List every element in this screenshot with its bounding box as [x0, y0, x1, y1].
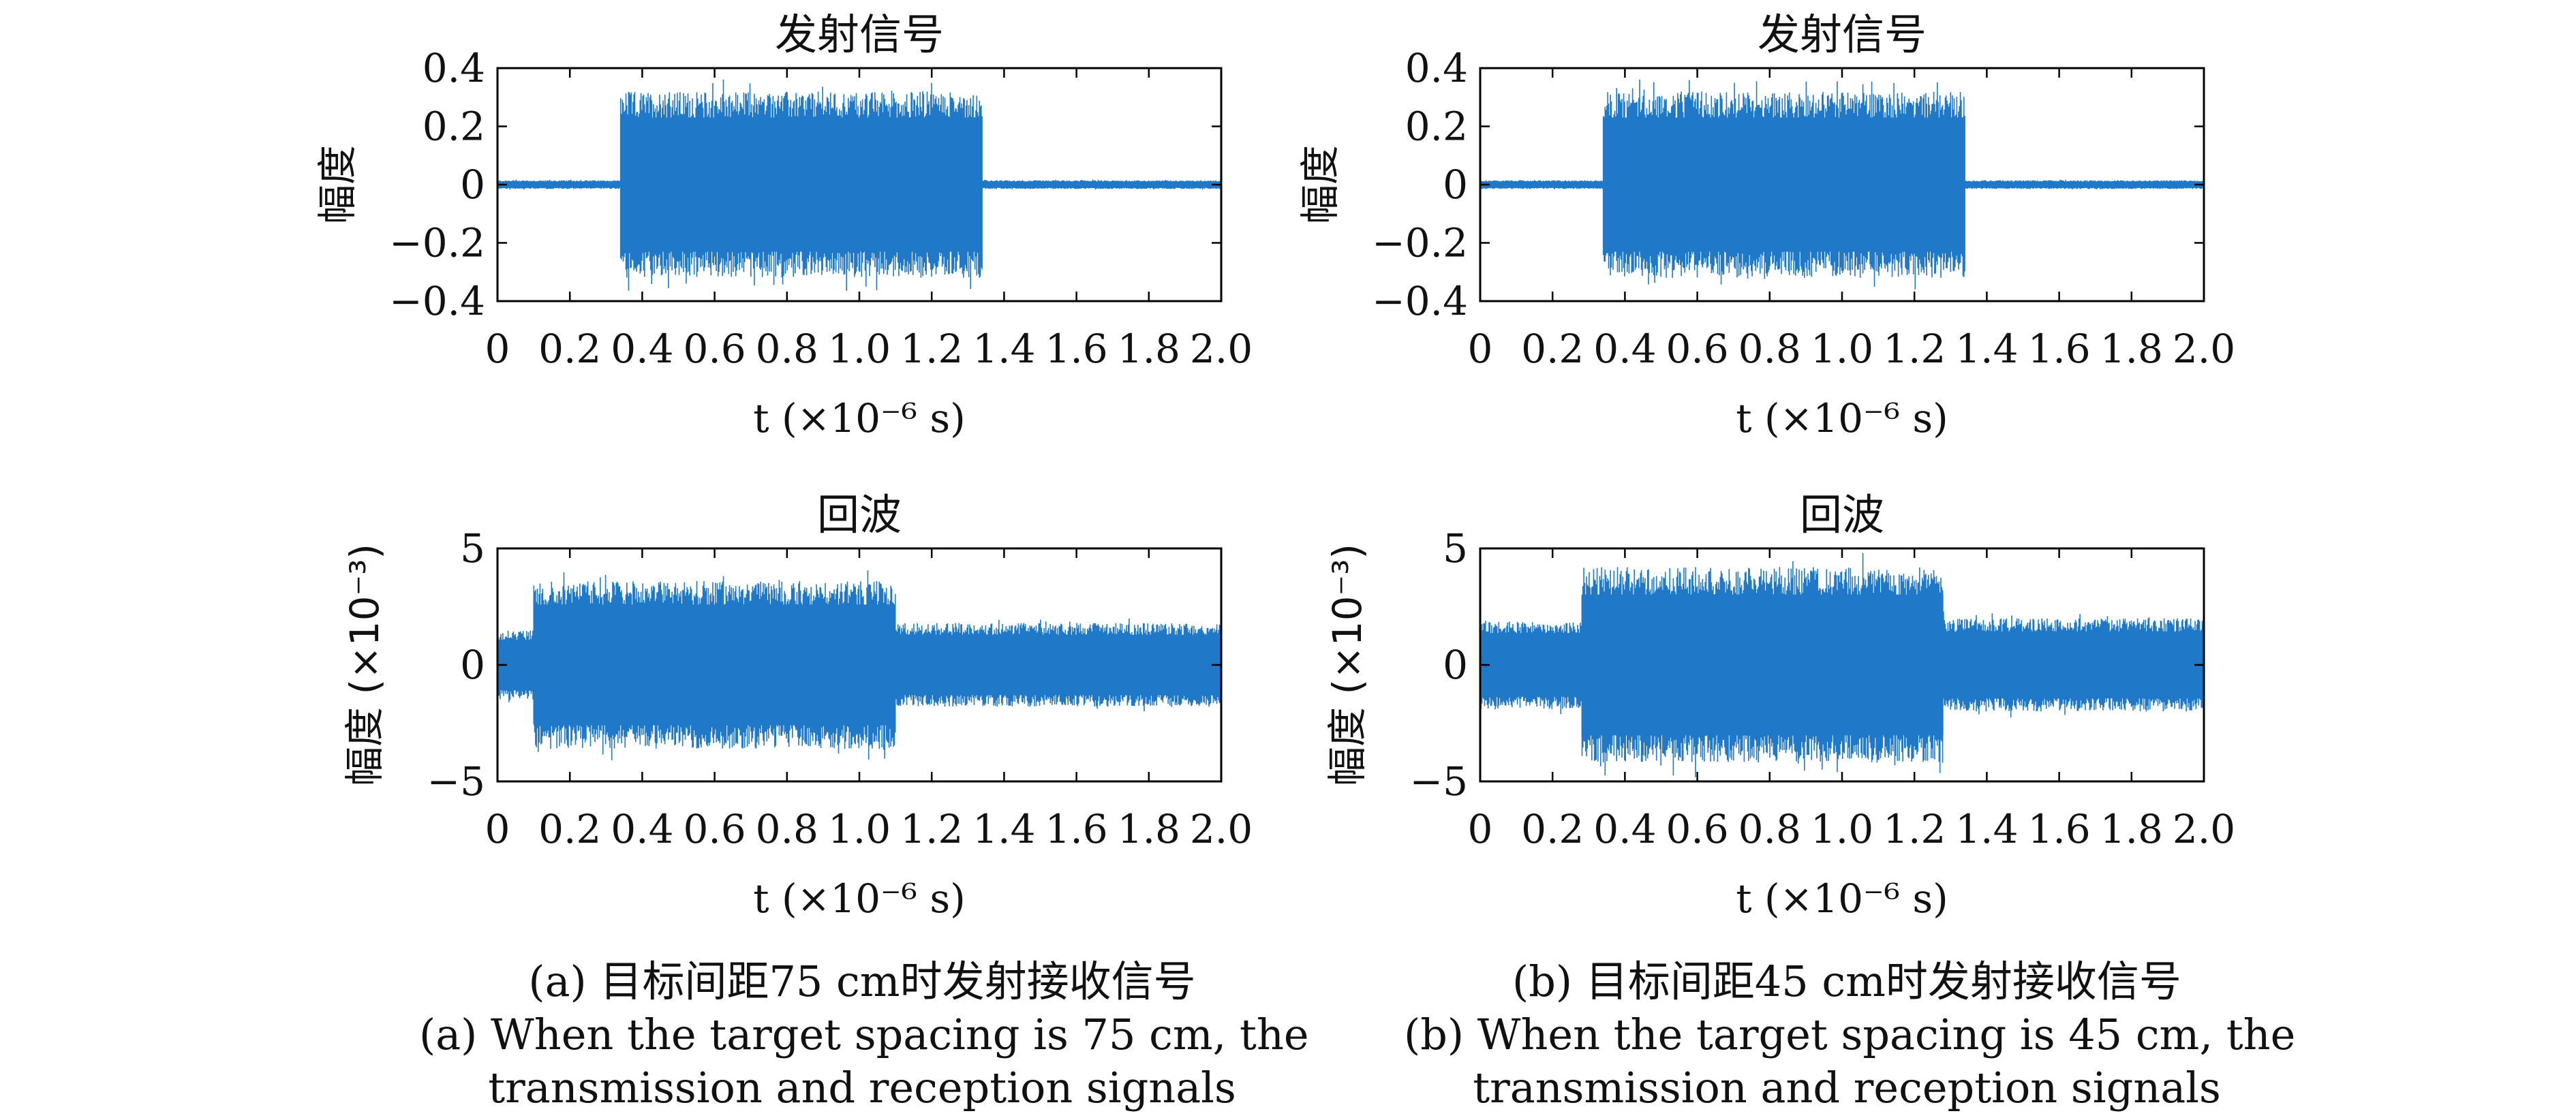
x-tick-label: 0.6 [1666, 806, 1728, 852]
y-tick-label: −0.2 [1372, 220, 1468, 266]
y-axis-label: 幅度 (×10⁻³) [1324, 544, 1370, 786]
x-tick-label: 1.8 [2100, 806, 2163, 852]
x-tick-label: 2.0 [2173, 326, 2235, 372]
caption-a: (a) 目标间距75 cm时发射接收信号 (a) When the target… [419, 955, 1309, 1115]
caption-a-english-line2: transmission and reception signals [488, 1063, 1236, 1113]
x-tick-label: 1.2 [900, 806, 963, 852]
x-tick-label: 1.2 [1883, 806, 1946, 852]
x-tick-label: 0 [485, 806, 510, 852]
y-tick-label: 5 [1443, 525, 1468, 572]
x-axis-label: t (×10⁻⁶ s) [1736, 395, 1948, 441]
x-tick-label: 0.2 [538, 326, 601, 372]
caption-b: (b) 目标间距45 cm时发射接收信号 (b) When the target… [1404, 955, 2296, 1115]
series-segment-0 [497, 181, 621, 188]
series-segment-2 [982, 181, 1221, 188]
chart-title: 发射信号 [775, 10, 944, 59]
series-segment-1 [620, 117, 983, 252]
panel-b-top: 0 0.2 0.4 0.6 0.8 1.0 1.2 1.4 1.6 1.8 2.00.40.20−0… [1297, 10, 2235, 441]
x-tick-label: 1.4 [1955, 806, 2018, 852]
x-tick-label: 1.6 [1045, 326, 1107, 372]
x-tick-label: 0.6 [683, 326, 746, 372]
y-tick-label: 0 [460, 161, 485, 208]
x-tick-label: 2.0 [2173, 806, 2235, 852]
series-segment-0 [1480, 181, 1604, 188]
y-tick-label: 0.2 [423, 104, 485, 150]
y-tick-label: 0 [1443, 161, 1468, 208]
x-tick-label: 0 [1468, 806, 1493, 852]
caption-a-chinese: (a) 目标间距75 cm时发射接收信号 [528, 956, 1196, 1006]
x-tick-label: 1.0 [828, 806, 891, 852]
x-tick-label: 0.8 [1738, 806, 1801, 852]
y-axis-label: 幅度 (×10⁻³) [341, 544, 388, 786]
x-tick-label: 0.8 [756, 806, 818, 852]
y-tick-label: −0.2 [389, 220, 485, 266]
x-tick-label: 2.0 [1190, 326, 1253, 372]
x-tick-label: 0 [485, 326, 510, 372]
y-tick-label: 0 [1443, 642, 1468, 688]
series-segment-0 [1480, 633, 1582, 697]
y-tick-label: 0 [460, 642, 485, 688]
y-tick-label: −0.4 [389, 278, 485, 324]
x-tick-label: 1.4 [1955, 326, 2018, 372]
x-tick-label: 0.8 [756, 326, 818, 372]
x-tick-label: 1.6 [2027, 326, 2090, 372]
x-tick-label: 0 [1468, 326, 1493, 372]
chart-title: 发射信号 [1758, 10, 1927, 59]
series-segment-1 [534, 604, 896, 726]
x-tick-label: 1.2 [1883, 326, 1946, 372]
x-tick-label: 0.6 [683, 806, 746, 852]
chart-title: 回波 [1800, 490, 1884, 540]
x-tick-label: 0.4 [611, 806, 673, 852]
x-tick-label: 1.0 [1811, 326, 1873, 372]
caption-b-chinese: (b) 目标间距45 cm时发射接收信号 [1512, 956, 2181, 1006]
y-axis-label: 幅度 [314, 145, 361, 224]
x-tick-label: 1.2 [900, 326, 963, 372]
series-segment-2 [895, 634, 1221, 696]
x-tick-label: 0.2 [1521, 326, 1584, 372]
y-tick-label: −5 [427, 758, 486, 805]
x-tick-label: 0.6 [1666, 326, 1728, 372]
x-tick-label: 1.6 [1045, 806, 1107, 852]
caption-a-english-line1: (a) When the target spacing is 75 cm, th… [419, 1010, 1309, 1059]
x-tick-label: 1.8 [1118, 326, 1180, 372]
x-tick-label: 1.0 [1811, 806, 1873, 852]
x-axis-label: t (×10⁻⁶ s) [753, 875, 965, 922]
y-tick-label: −5 [1410, 758, 1469, 805]
x-axis-label: t (×10⁻⁶ s) [1736, 875, 1948, 922]
y-axis-label: 幅度 [1297, 145, 1343, 224]
x-tick-label: 1.6 [2027, 806, 2090, 852]
series-segment-2 [1965, 181, 2204, 188]
caption-b-english-line2: transmission and reception signals [1473, 1063, 2221, 1113]
chart-title: 回波 [817, 490, 902, 540]
x-tick-label: 1.4 [972, 806, 1035, 852]
caption-b-english-line1: (b) When the target spacing is 45 cm, th… [1404, 1010, 2296, 1059]
x-tick-label: 0.2 [538, 806, 601, 852]
y-tick-label: 0.2 [1405, 104, 1468, 150]
y-tick-label: 0.4 [423, 45, 485, 91]
series-segment-2 [1943, 631, 2204, 699]
x-tick-label: 0.4 [1593, 806, 1656, 852]
y-tick-label: 0.4 [1405, 45, 1468, 91]
y-tick-label: −0.4 [1372, 278, 1468, 324]
x-tick-label: 0.2 [1521, 806, 1584, 852]
x-tick-label: 1.8 [2100, 326, 2163, 372]
x-tick-label: 1.8 [1118, 806, 1180, 852]
x-tick-label: 0.4 [1593, 326, 1656, 372]
x-tick-label: 2.0 [1190, 806, 1253, 852]
panel-a-top: 0 0.2 0.4 0.6 0.8 1.0 1.2 1.4 1.6 1.8 2.00.40.20−0… [314, 10, 1253, 441]
x-tick-label: 1.4 [972, 326, 1035, 372]
series-segment-1 [1603, 117, 1965, 252]
x-tick-label: 1.0 [828, 326, 891, 372]
x-tick-label: 0.4 [611, 326, 673, 372]
series-segment-1 [1581, 594, 1944, 736]
y-tick-label: 5 [460, 525, 485, 572]
x-axis-label: t (×10⁻⁶ s) [753, 395, 965, 441]
x-tick-label: 0.8 [1738, 326, 1801, 372]
